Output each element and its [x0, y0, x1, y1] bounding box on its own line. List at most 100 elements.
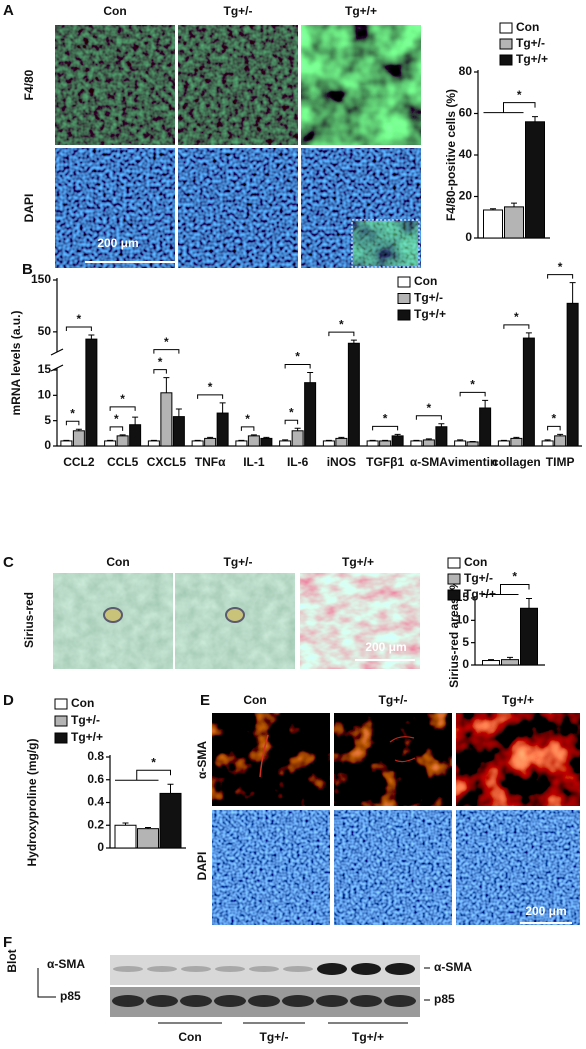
blot-label: p85	[60, 989, 81, 1003]
bar	[85, 338, 98, 447]
micrograph	[212, 810, 330, 925]
error-bar	[282, 439, 289, 441]
legend-label: Con	[464, 555, 487, 569]
significance-bracket	[115, 769, 171, 781]
legend-swatch	[447, 589, 461, 601]
legend-swatch	[499, 54, 513, 66]
blot-label: p85	[434, 992, 455, 1006]
error-bar	[132, 416, 139, 425]
error-bar	[511, 202, 517, 207]
micrograph	[334, 713, 452, 806]
error-bar	[175, 408, 182, 417]
significance-star: *	[383, 412, 388, 426]
significance-star: *	[339, 317, 344, 331]
break-mark	[50, 348, 64, 356]
significance-star: *	[77, 312, 82, 326]
y-tick-label: 0	[465, 230, 472, 244]
panel-label: C	[3, 554, 14, 571]
error-bar	[294, 427, 301, 431]
y-tick-label: 0	[97, 840, 104, 854]
bar	[347, 342, 360, 447]
significance-star: *	[245, 412, 250, 426]
bar	[216, 412, 229, 447]
x-tick-label: TNFα	[195, 455, 226, 469]
bar	[204, 437, 217, 447]
blot-band	[147, 966, 177, 972]
x-tick-label: CXCL5	[147, 455, 187, 469]
blot-band	[317, 963, 347, 975]
y-tick-label: 0.8	[87, 749, 104, 763]
error-bar	[525, 332, 532, 339]
error-bar	[250, 434, 257, 436]
legend-label: Tg+/-	[516, 36, 545, 50]
vessel	[103, 607, 123, 623]
bar	[129, 424, 142, 447]
bar	[335, 437, 348, 447]
bar	[522, 337, 535, 447]
error-bar	[544, 439, 551, 441]
y-tick-label: 60	[459, 106, 473, 120]
axis-break	[51, 352, 63, 368]
error-bar	[469, 440, 476, 442]
error-bar	[338, 436, 345, 439]
bar	[191, 440, 204, 447]
blot-band	[248, 995, 280, 1007]
blot-band	[282, 995, 314, 1007]
column-header: Tg+/+	[342, 555, 374, 569]
blot-band	[146, 995, 178, 1007]
error-bar	[382, 439, 389, 441]
y-tick-label: 150	[31, 272, 51, 286]
break-mark	[50, 364, 64, 372]
error-bar	[219, 402, 226, 414]
bar	[72, 430, 85, 447]
group-label: Tg+/-	[260, 1030, 289, 1044]
y-axis-label: F4/80-positive cells (%)	[444, 89, 458, 221]
error-bar	[425, 438, 432, 440]
bar	[410, 440, 423, 447]
y-tick-label: 0.4	[87, 795, 104, 809]
group-label: Tg+/+	[352, 1030, 384, 1044]
x-tick-label: CCL5	[107, 455, 139, 469]
blot-band	[249, 966, 279, 972]
micrograph	[456, 713, 580, 806]
y-tick-label: 0.2	[87, 817, 104, 831]
significance-star: *	[514, 310, 519, 324]
micrograph	[55, 25, 175, 145]
scale-bar-label: 200 μm	[97, 236, 138, 250]
bar	[510, 437, 523, 447]
blot-label: α-SMA	[47, 957, 85, 971]
bar	[525, 121, 545, 239]
error-bar	[569, 282, 576, 304]
bar	[466, 441, 479, 447]
blot-band	[384, 995, 416, 1007]
vessel-stain	[389, 736, 416, 763]
significance-star: *	[552, 412, 557, 426]
group-label: Con	[178, 1030, 201, 1044]
x-tick-label: CCL2	[63, 455, 95, 469]
error-bar	[488, 659, 494, 661]
bar	[172, 416, 185, 447]
micrograph	[456, 810, 580, 925]
bar	[291, 430, 304, 447]
y-tick-label: 5	[44, 413, 51, 427]
error-bar	[507, 656, 513, 660]
significance-bracket	[459, 391, 486, 397]
bar	[322, 440, 335, 447]
significance-star: *	[558, 260, 563, 274]
micrograph	[178, 25, 298, 145]
vessel	[225, 607, 245, 623]
legend-label: Tg+/-	[414, 291, 443, 305]
blot-band	[215, 966, 245, 972]
y-axis-label: Hydroxyproline (mg/g)	[25, 738, 39, 866]
row-label: Sirius-red	[22, 592, 36, 648]
bar	[116, 435, 129, 447]
legend-label: Con	[414, 274, 437, 288]
column-header: Tg+/-	[224, 4, 253, 18]
micrograph	[334, 810, 452, 925]
y-tick-label: 0	[44, 438, 51, 452]
blot-band	[112, 995, 144, 1007]
column-header: Tg+/-	[379, 693, 408, 707]
x-tick-label: α-SMA	[410, 455, 448, 469]
significance-star: *	[120, 392, 125, 406]
